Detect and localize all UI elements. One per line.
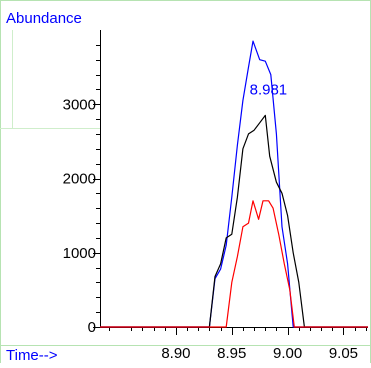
series-line-2: [100, 114, 368, 328]
x-axis-title: Time-->: [6, 347, 58, 363]
y-tick-label-3000: 3000: [63, 96, 96, 113]
minor-ticks: [96, 45, 367, 331]
x-tick-label-8.90: 8.90: [161, 345, 190, 362]
x-tick-label-9.05: 9.05: [329, 345, 358, 362]
annotation-layer: 8.981: [250, 81, 288, 98]
major-ticks: 0 1000 2000 3000 8.90 8.95 9.00 9.05: [63, 96, 358, 362]
x-tick-label-9.00: 9.00: [273, 345, 302, 362]
peak-annotation: 8.981: [250, 81, 288, 98]
y-tick-label-0: 0: [88, 319, 96, 336]
series-line-1: [100, 40, 368, 328]
x-tick-label-8.95: 8.95: [217, 345, 246, 362]
series-layer: [100, 40, 368, 328]
y-tick-label-1000: 1000: [63, 245, 96, 262]
series-line-3: [100, 200, 368, 328]
y-axis-title: Abundance: [6, 10, 82, 27]
y-tick-label-2000: 2000: [63, 171, 96, 188]
